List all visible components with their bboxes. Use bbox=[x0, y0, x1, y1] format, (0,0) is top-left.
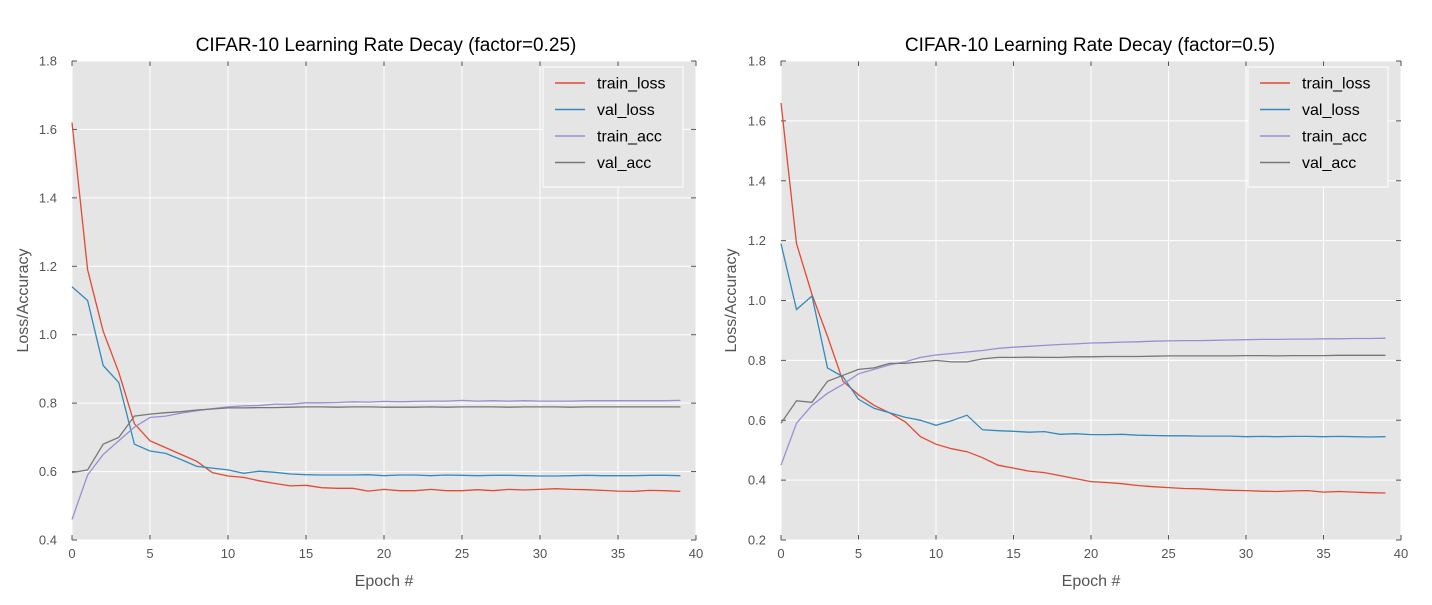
y-tick-label: 1.0 bbox=[39, 327, 57, 342]
chart-panel-1: 0 5 10 15 20 25 30 35 40 0.4 0.6 0.8 1.0 1.2 1.4 1.6 1.8… bbox=[15, 35, 703, 590]
y-tick-label: 1.4 bbox=[748, 173, 766, 188]
y-tick-label: 1.6 bbox=[39, 122, 57, 137]
series-line-val-acc bbox=[780, 354, 1386, 424]
legend: train_loss val_loss train_acc val_acc bbox=[542, 66, 684, 188]
x-tick-label: 10 bbox=[929, 546, 943, 561]
series-line-train-loss bbox=[780, 102, 1386, 494]
series-line-val-loss bbox=[71, 286, 681, 477]
legend: train_loss val_loss train_acc val_acc bbox=[1247, 66, 1389, 188]
legend-label-train-loss: train_loss bbox=[597, 76, 665, 93]
legend-label-val-acc: val_acc bbox=[597, 155, 651, 172]
legend-box bbox=[542, 66, 684, 188]
y-tick-label: 1.8 bbox=[39, 54, 57, 69]
legend-label-val-acc: val_acc bbox=[1302, 155, 1356, 172]
y-tick-label: 0.2 bbox=[748, 533, 766, 548]
x-tick-label: 10 bbox=[221, 546, 235, 561]
legend-label-train-acc: train_acc bbox=[1302, 129, 1367, 146]
y-tick-label: 1.2 bbox=[39, 259, 57, 274]
y-tick-label: 1.6 bbox=[748, 113, 766, 128]
x-axis-label: Epoch # bbox=[355, 573, 414, 590]
x-tick-label: 40 bbox=[1394, 546, 1408, 561]
x-tick-label: 35 bbox=[1316, 546, 1330, 561]
x-tick-label: 30 bbox=[1239, 546, 1253, 561]
legend-box bbox=[1247, 66, 1389, 188]
y-tick-label: 1.4 bbox=[39, 190, 57, 205]
y-axis-label: Loss/Accuracy bbox=[723, 248, 740, 352]
y-tick-label: 0.8 bbox=[748, 353, 766, 368]
legend-label-train-loss: train_loss bbox=[1302, 76, 1370, 93]
y-tick-label: 0.4 bbox=[748, 473, 766, 488]
series-line-val-acc bbox=[71, 406, 681, 474]
series-line-train-acc bbox=[71, 399, 681, 520]
x-tick-label: 35 bbox=[611, 546, 625, 561]
y-tick-label: 1.0 bbox=[748, 293, 766, 308]
x-tick-label: 25 bbox=[1161, 546, 1175, 561]
x-tick-label: 0 bbox=[777, 546, 784, 561]
x-tick-label: 20 bbox=[377, 546, 391, 561]
legend-label-train-acc: train_acc bbox=[597, 129, 662, 146]
y-tick-label: 0.6 bbox=[748, 413, 766, 428]
y-axis-label: Loss/Accuracy bbox=[15, 248, 32, 352]
x-tick-label: 30 bbox=[533, 546, 547, 561]
series-line-val-loss bbox=[780, 243, 1386, 438]
x-axis-label: Epoch # bbox=[1062, 573, 1121, 590]
x-tick-label: 0 bbox=[68, 546, 75, 561]
x-tick-label: 20 bbox=[1084, 546, 1098, 561]
y-tick-label: 0.6 bbox=[39, 464, 57, 479]
y-tick-label: 0.4 bbox=[39, 533, 57, 548]
y-tick-label: 1.2 bbox=[748, 233, 766, 248]
x-tick-label: 25 bbox=[455, 546, 469, 561]
x-tick-label: 5 bbox=[146, 546, 153, 561]
series-line-train-acc bbox=[780, 337, 1386, 466]
x-tick-label: 15 bbox=[1006, 546, 1020, 561]
y-tick-label: 0.8 bbox=[39, 396, 57, 411]
y-tick-label: 1.8 bbox=[748, 54, 766, 69]
legend-label-val-loss: val_loss bbox=[597, 102, 655, 119]
chart-panel-2: 0 5 10 15 20 25 30 35 40 0.2 0.4 0.6 0.8 1.0 1.2 1.4 1.6… bbox=[723, 35, 1408, 590]
x-tick-label: 15 bbox=[299, 546, 313, 561]
chart-title: CIFAR-10 Learning Rate Decay (factor=0.5… bbox=[905, 35, 1275, 56]
series-line-train-loss bbox=[71, 122, 681, 493]
chart-title: CIFAR-10 Learning Rate Decay (factor=0.2… bbox=[196, 35, 577, 56]
x-tick-label: 40 bbox=[689, 546, 703, 561]
legend-label-val-loss: val_loss bbox=[1302, 102, 1360, 119]
x-tick-label: 5 bbox=[855, 546, 862, 561]
